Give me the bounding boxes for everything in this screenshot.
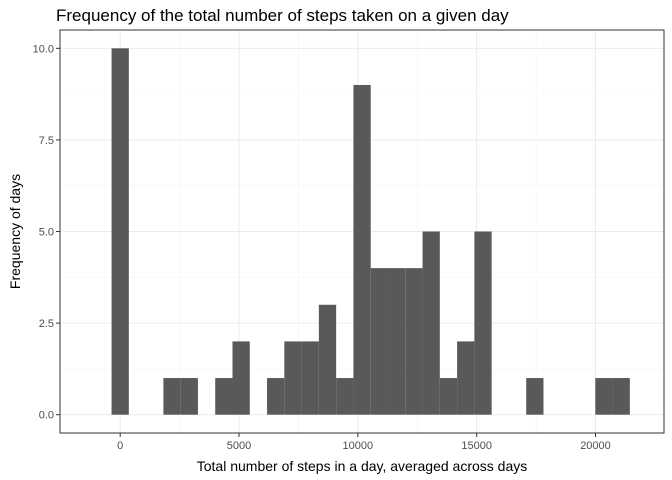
y-tick-label: 2.5 [39, 318, 54, 330]
x-tick-label: 0 [117, 440, 123, 452]
histogram-bar [180, 378, 198, 415]
x-tick-label: 5000 [227, 440, 251, 452]
histogram-bar [284, 341, 302, 415]
axis-ticks [56, 47, 596, 437]
histogram-bar [301, 341, 319, 415]
histogram-bar [111, 48, 129, 415]
histogram-bar [353, 84, 371, 415]
y-axis-title: Frequency of days [7, 174, 23, 289]
histogram-bar [318, 304, 337, 415]
x-tick-label: 10000 [343, 440, 374, 452]
histogram-bar [595, 378, 613, 415]
y-tick-label: 5.0 [39, 227, 54, 239]
histogram-bar [457, 341, 475, 415]
histogram-bar [267, 378, 285, 415]
histogram-bar [163, 378, 181, 415]
histogram-bar [336, 378, 354, 415]
histogram-bar [439, 378, 458, 415]
histogram-bar [370, 268, 388, 415]
histogram-bar [215, 378, 233, 415]
histogram-bar [232, 341, 250, 415]
x-axis-title: Total number of steps in a day, averaged… [197, 458, 527, 474]
axis-tick-labels: 0 5000 10000 15000 20000 0.0 2.5 5.0 7.5 10.0 [33, 43, 611, 452]
x-tick-label: 15000 [461, 440, 492, 452]
y-tick-label: 0.0 [39, 410, 54, 422]
histogram-bar [422, 231, 440, 415]
histogram-bar [474, 231, 492, 415]
x-tick-label: 20000 [580, 440, 611, 452]
chart-title: Frequency of the total number of steps t… [56, 6, 509, 25]
y-tick-label: 10.0 [33, 43, 54, 55]
histogram-bars [111, 48, 630, 415]
histogram-bar [526, 378, 544, 415]
y-tick-label: 7.5 [39, 135, 54, 147]
histogram-bar [612, 378, 630, 415]
histogram-bar [387, 268, 406, 415]
histogram-bar [405, 268, 423, 415]
